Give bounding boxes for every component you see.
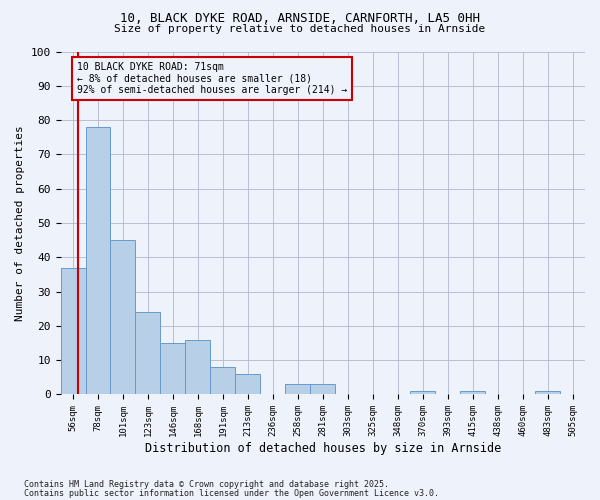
Bar	[235, 374, 260, 394]
Bar	[535, 391, 560, 394]
Text: Contains public sector information licensed under the Open Government Licence v3: Contains public sector information licen…	[24, 488, 439, 498]
Bar	[61, 268, 86, 394]
Y-axis label: Number of detached properties: Number of detached properties	[15, 125, 25, 321]
Bar	[136, 312, 160, 394]
Text: Size of property relative to detached houses in Arnside: Size of property relative to detached ho…	[115, 24, 485, 34]
Bar	[460, 391, 485, 394]
X-axis label: Distribution of detached houses by size in Arnside: Distribution of detached houses by size …	[145, 442, 501, 455]
Bar	[160, 343, 185, 394]
Bar	[410, 391, 435, 394]
Text: 10, BLACK DYKE ROAD, ARNSIDE, CARNFORTH, LA5 0HH: 10, BLACK DYKE ROAD, ARNSIDE, CARNFORTH,…	[120, 12, 480, 26]
Bar	[286, 384, 310, 394]
Bar	[110, 240, 136, 394]
Bar	[310, 384, 335, 394]
Bar	[86, 127, 110, 394]
Text: Contains HM Land Registry data © Crown copyright and database right 2025.: Contains HM Land Registry data © Crown c…	[24, 480, 389, 489]
Bar	[211, 367, 235, 394]
Bar	[185, 340, 211, 394]
Text: 10 BLACK DYKE ROAD: 71sqm
← 8% of detached houses are smaller (18)
92% of semi-d: 10 BLACK DYKE ROAD: 71sqm ← 8% of detach…	[77, 62, 347, 95]
